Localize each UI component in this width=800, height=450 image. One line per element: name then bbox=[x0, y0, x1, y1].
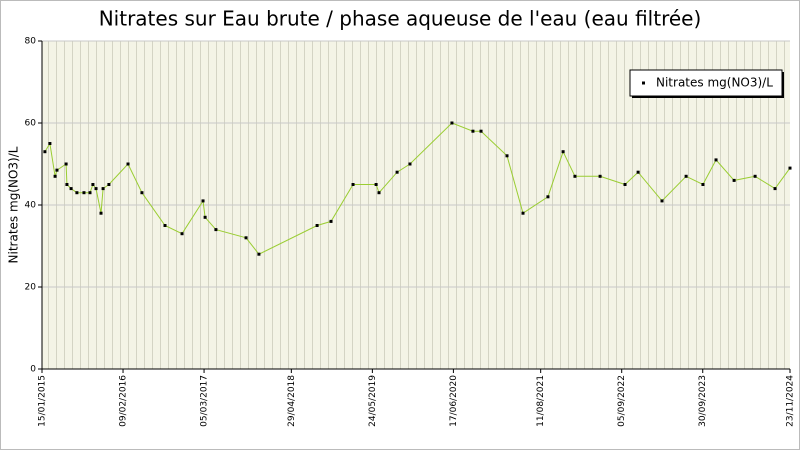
point bbox=[126, 162, 130, 166]
point bbox=[55, 168, 59, 172]
point bbox=[505, 154, 509, 158]
point bbox=[598, 174, 602, 178]
point bbox=[315, 224, 319, 227]
point bbox=[82, 191, 86, 195]
point bbox=[471, 129, 475, 133]
y-tick-label: 80 bbox=[25, 37, 37, 47]
point bbox=[660, 199, 664, 203]
legend-marker bbox=[642, 81, 645, 85]
x-tick-label: 30/09/2023 bbox=[698, 375, 708, 427]
point bbox=[351, 183, 355, 186]
point bbox=[180, 232, 184, 236]
point bbox=[395, 170, 399, 174]
legend: Nitrates mg(NO3)/L bbox=[629, 69, 784, 98]
y-axis-label: Nitrates mg(NO3)/L bbox=[7, 146, 21, 263]
point bbox=[94, 187, 98, 191]
chart-title: Nitrates sur Eau brute / phase aqueuse d… bbox=[99, 7, 702, 31]
point bbox=[244, 236, 248, 240]
legend-box bbox=[629, 69, 783, 97]
point bbox=[201, 199, 205, 203]
legend-label: Nitrates mg(NO3)/L bbox=[656, 76, 773, 90]
point bbox=[65, 183, 69, 186]
point bbox=[773, 187, 777, 191]
point bbox=[214, 228, 218, 232]
point bbox=[546, 195, 550, 199]
point bbox=[714, 158, 718, 162]
x-tick-label: 29/04/2018 bbox=[287, 375, 297, 427]
point bbox=[257, 252, 261, 256]
x-tick-label: 17/06/2020 bbox=[449, 375, 459, 427]
point bbox=[684, 174, 688, 178]
x-tick-label: 09/02/2016 bbox=[119, 375, 129, 427]
x-tick-label: 24/05/2019 bbox=[368, 375, 378, 427]
point bbox=[450, 121, 454, 125]
point bbox=[788, 166, 792, 170]
y-tick-label: 60 bbox=[25, 119, 37, 129]
x-tick-label: 05/03/2017 bbox=[200, 375, 210, 427]
point bbox=[623, 183, 627, 186]
y-tick-label: 20 bbox=[25, 283, 37, 293]
point bbox=[408, 162, 412, 166]
x-tick-label: 05/09/2022 bbox=[617, 375, 627, 427]
point bbox=[479, 129, 483, 133]
point bbox=[329, 219, 333, 223]
point bbox=[53, 174, 57, 178]
point bbox=[69, 187, 73, 191]
point bbox=[163, 224, 167, 227]
x-tick-label: 11/08/2021 bbox=[536, 375, 546, 427]
point bbox=[701, 183, 705, 186]
point bbox=[64, 162, 68, 166]
point bbox=[91, 183, 95, 186]
point bbox=[48, 142, 52, 145]
point bbox=[636, 170, 640, 174]
point bbox=[203, 215, 207, 219]
point bbox=[732, 178, 736, 182]
y-tick-label: 0 bbox=[30, 365, 36, 375]
point bbox=[561, 150, 565, 154]
x-tick-label: 15/01/2015 bbox=[38, 375, 48, 427]
point bbox=[107, 183, 111, 186]
x-tick-label: 23/11/2024 bbox=[786, 375, 796, 427]
point bbox=[521, 211, 525, 215]
point bbox=[88, 191, 92, 195]
point bbox=[377, 191, 381, 195]
point bbox=[140, 191, 144, 195]
point bbox=[101, 187, 105, 191]
y-tick-label: 40 bbox=[25, 201, 37, 211]
point bbox=[753, 174, 757, 178]
point bbox=[573, 174, 577, 178]
point bbox=[75, 191, 79, 195]
point bbox=[99, 211, 103, 215]
point bbox=[374, 183, 378, 186]
point bbox=[43, 150, 47, 154]
